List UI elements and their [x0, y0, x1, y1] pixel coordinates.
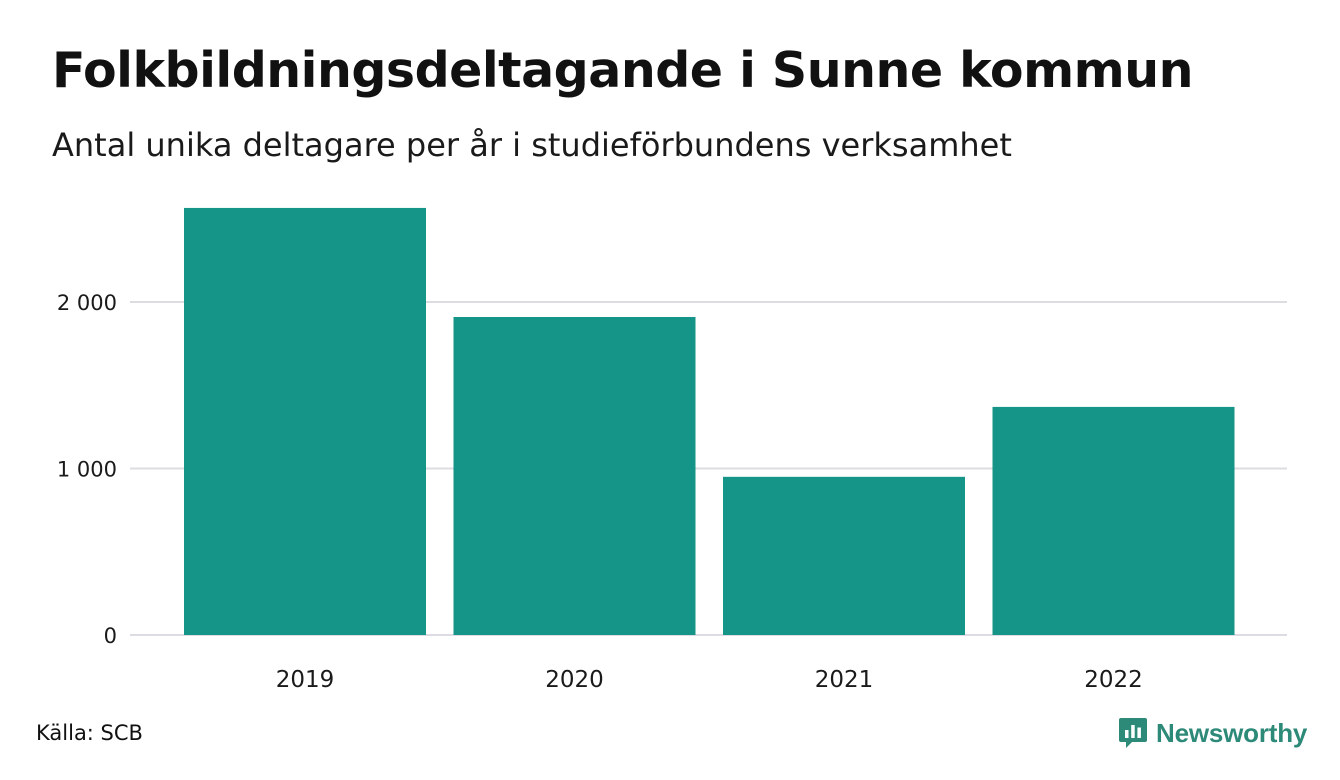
x-tick-label: 2019	[276, 667, 335, 693]
y-tick-label: 1 000	[57, 458, 117, 482]
x-tick-label: 2021	[815, 667, 874, 693]
brand[interactable]: Newsworthy	[1118, 713, 1307, 753]
bar-2021[interactable]	[723, 476, 965, 635]
y-axis-ticks: 0 1 000 2 000	[57, 291, 117, 648]
y-tick-label: 0	[104, 624, 117, 648]
bar-2022[interactable]	[992, 406, 1235, 635]
brand-name: Newsworthy	[1156, 717, 1308, 748]
bar-2019[interactable]	[184, 207, 426, 636]
x-tick-label: 2020	[545, 667, 604, 693]
y-tick-label: 2 000	[57, 291, 117, 315]
newsworthy-logo-icon	[1119, 718, 1147, 748]
source-note: Källa: SCB	[36, 721, 143, 745]
chart-subtitle: Antal unika deltagare per år i studieför…	[52, 126, 1012, 164]
bar-2020[interactable]	[453, 316, 696, 635]
x-tick-label: 2022	[1084, 667, 1143, 693]
chart-title: Folkbildningsdeltagande i Sunne kommun	[52, 42, 1193, 99]
x-axis-ticks: 2019 2020 2021 2022	[276, 667, 1143, 693]
bars	[184, 207, 1235, 636]
